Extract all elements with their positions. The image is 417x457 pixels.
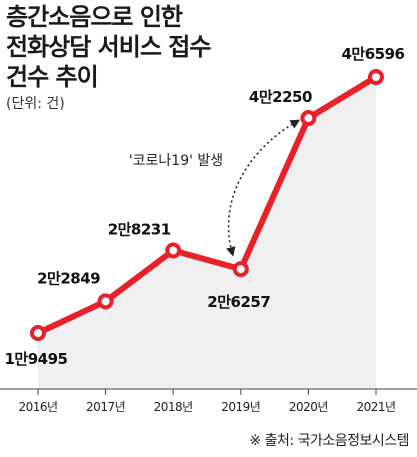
x-tick-label-0: 2016년: [18, 400, 57, 414]
data-point-4: [300, 110, 317, 127]
data-point-1: [97, 293, 114, 310]
x-tick-label-3: 2019년: [221, 400, 260, 414]
data-point-0: [30, 325, 46, 341]
covid-annotation-arrow: [226, 119, 301, 257]
data-point-2: [165, 242, 182, 259]
data-label-5: 4만6596: [342, 45, 405, 63]
title-line-3: 건수 추이: [6, 63, 99, 91]
data-label-3: 2만6257: [207, 293, 270, 311]
x-tick-label-1: 2017년: [86, 400, 125, 414]
data-label-4: 4만2250: [249, 88, 312, 106]
title-line-2: 전화상담 서비스 접수: [6, 33, 211, 61]
covid-annotation-label: '코로나19' 발생: [129, 153, 223, 169]
data-point-3: [232, 261, 249, 278]
data-point-5: [368, 69, 384, 85]
data-label-2: 2만8231: [108, 220, 171, 238]
x-tick-label-2: 2018년: [154, 400, 193, 414]
x-tick-label-4: 2020년: [289, 400, 328, 414]
x-tick-label-5: 2021년: [356, 400, 395, 414]
data-label-1: 2만2849: [37, 269, 100, 287]
area-fill: [38, 77, 376, 389]
data-label-0: 1만9495: [5, 350, 68, 368]
unit-label: (단위: 건): [6, 96, 65, 112]
title-line-1: 층간소음으로 인한: [6, 3, 183, 31]
series-line: [35, 74, 379, 336]
source-note: ※ 출처: 국가소음정보시스템: [249, 433, 409, 449]
chart-title: 층간소음으로 인한 전화상담 서비스 접수 건수 추이: [6, 2, 211, 92]
